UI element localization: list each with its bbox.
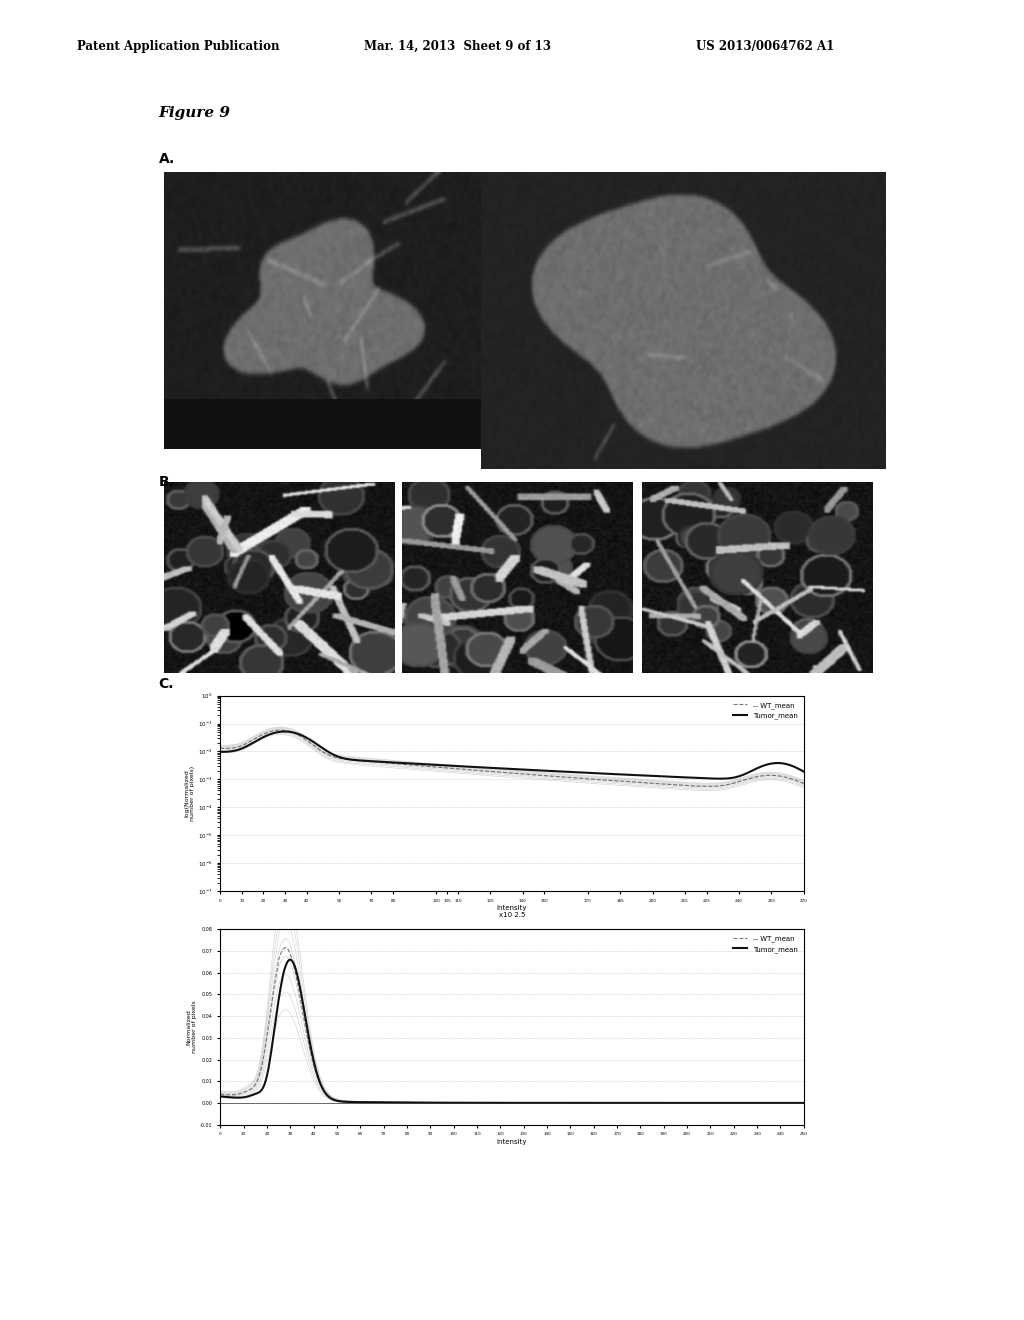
Tumor_mean	[496, 760, 508, 776]
Tumor_mean	[693, 770, 706, 785]
Tumor_mean	[562, 764, 574, 780]
Line: Tumor_mean: Tumor_mean	[220, 731, 804, 779]
Y-axis label: log(Normalized
number of pixels): log(Normalized number of pixels)	[184, 766, 196, 821]
Text: B.: B.	[159, 475, 175, 490]
Legend: -- WT_mean, Tumor_mean: -- WT_mean, Tumor_mean	[730, 933, 801, 956]
-- WT_mean	[496, 764, 508, 780]
Tumor_mean	[798, 1096, 810, 1111]
Line: Tumor_mean: Tumor_mean	[220, 960, 804, 1104]
-- WT_mean	[280, 940, 292, 956]
-- WT_mean	[562, 1096, 574, 1111]
-- WT_mean	[214, 1086, 226, 1102]
Tumor_mean	[798, 764, 810, 780]
Line: -- WT_mean: -- WT_mean	[220, 730, 804, 787]
Bar	[164, 399, 481, 449]
Text: Patent Application Publication: Patent Application Publication	[77, 40, 280, 53]
Tumor_mean	[531, 763, 544, 779]
Tumor_mean	[214, 1089, 226, 1105]
Text: A.: A.	[159, 152, 175, 166]
-- WT_mean	[786, 771, 799, 787]
Text: C.: C.	[159, 677, 174, 692]
-- WT_mean	[701, 779, 714, 795]
-- WT_mean	[273, 722, 286, 738]
-- WT_mean	[562, 770, 574, 785]
X-axis label: intensity: intensity	[497, 1139, 527, 1144]
Tumor_mean	[693, 1096, 706, 1111]
-- WT_mean	[496, 1094, 508, 1110]
Line: -- WT_mean: -- WT_mean	[220, 948, 804, 1104]
Tumor_mean	[493, 760, 505, 776]
Text: Figure 9: Figure 9	[159, 106, 230, 120]
-- WT_mean	[493, 1094, 505, 1110]
Tumor_mean	[531, 1096, 544, 1111]
Tumor_mean	[279, 723, 291, 739]
X-axis label: intensity
x10 2.5: intensity x10 2.5	[497, 906, 527, 919]
Tumor_mean	[496, 1094, 508, 1110]
Text: Mar. 14, 2013  Sheet 9 of 13: Mar. 14, 2013 Sheet 9 of 13	[364, 40, 551, 53]
Tumor_mean	[784, 1096, 797, 1111]
-- WT_mean	[693, 1096, 706, 1111]
-- WT_mean	[531, 1094, 544, 1110]
Y-axis label: Normalized
number of pixels: Normalized number of pixels	[186, 1001, 197, 1053]
Legend: -- WT_mean, Tumor_mean: -- WT_mean, Tumor_mean	[730, 700, 801, 722]
Tumor_mean	[285, 952, 297, 968]
Tumor_mean	[562, 1096, 574, 1111]
-- WT_mean	[531, 767, 544, 783]
-- WT_mean	[784, 1096, 797, 1111]
-- WT_mean	[798, 1096, 810, 1111]
-- WT_mean	[798, 776, 810, 792]
-- WT_mean	[214, 741, 226, 756]
-- WT_mean	[693, 779, 706, 795]
Tumor_mean	[214, 744, 226, 760]
Tumor_mean	[786, 758, 799, 774]
Text: US 2013/0064762 A1: US 2013/0064762 A1	[696, 40, 835, 53]
Tumor_mean	[493, 1094, 505, 1110]
Tumor_mean	[715, 771, 727, 787]
-- WT_mean	[493, 764, 505, 780]
